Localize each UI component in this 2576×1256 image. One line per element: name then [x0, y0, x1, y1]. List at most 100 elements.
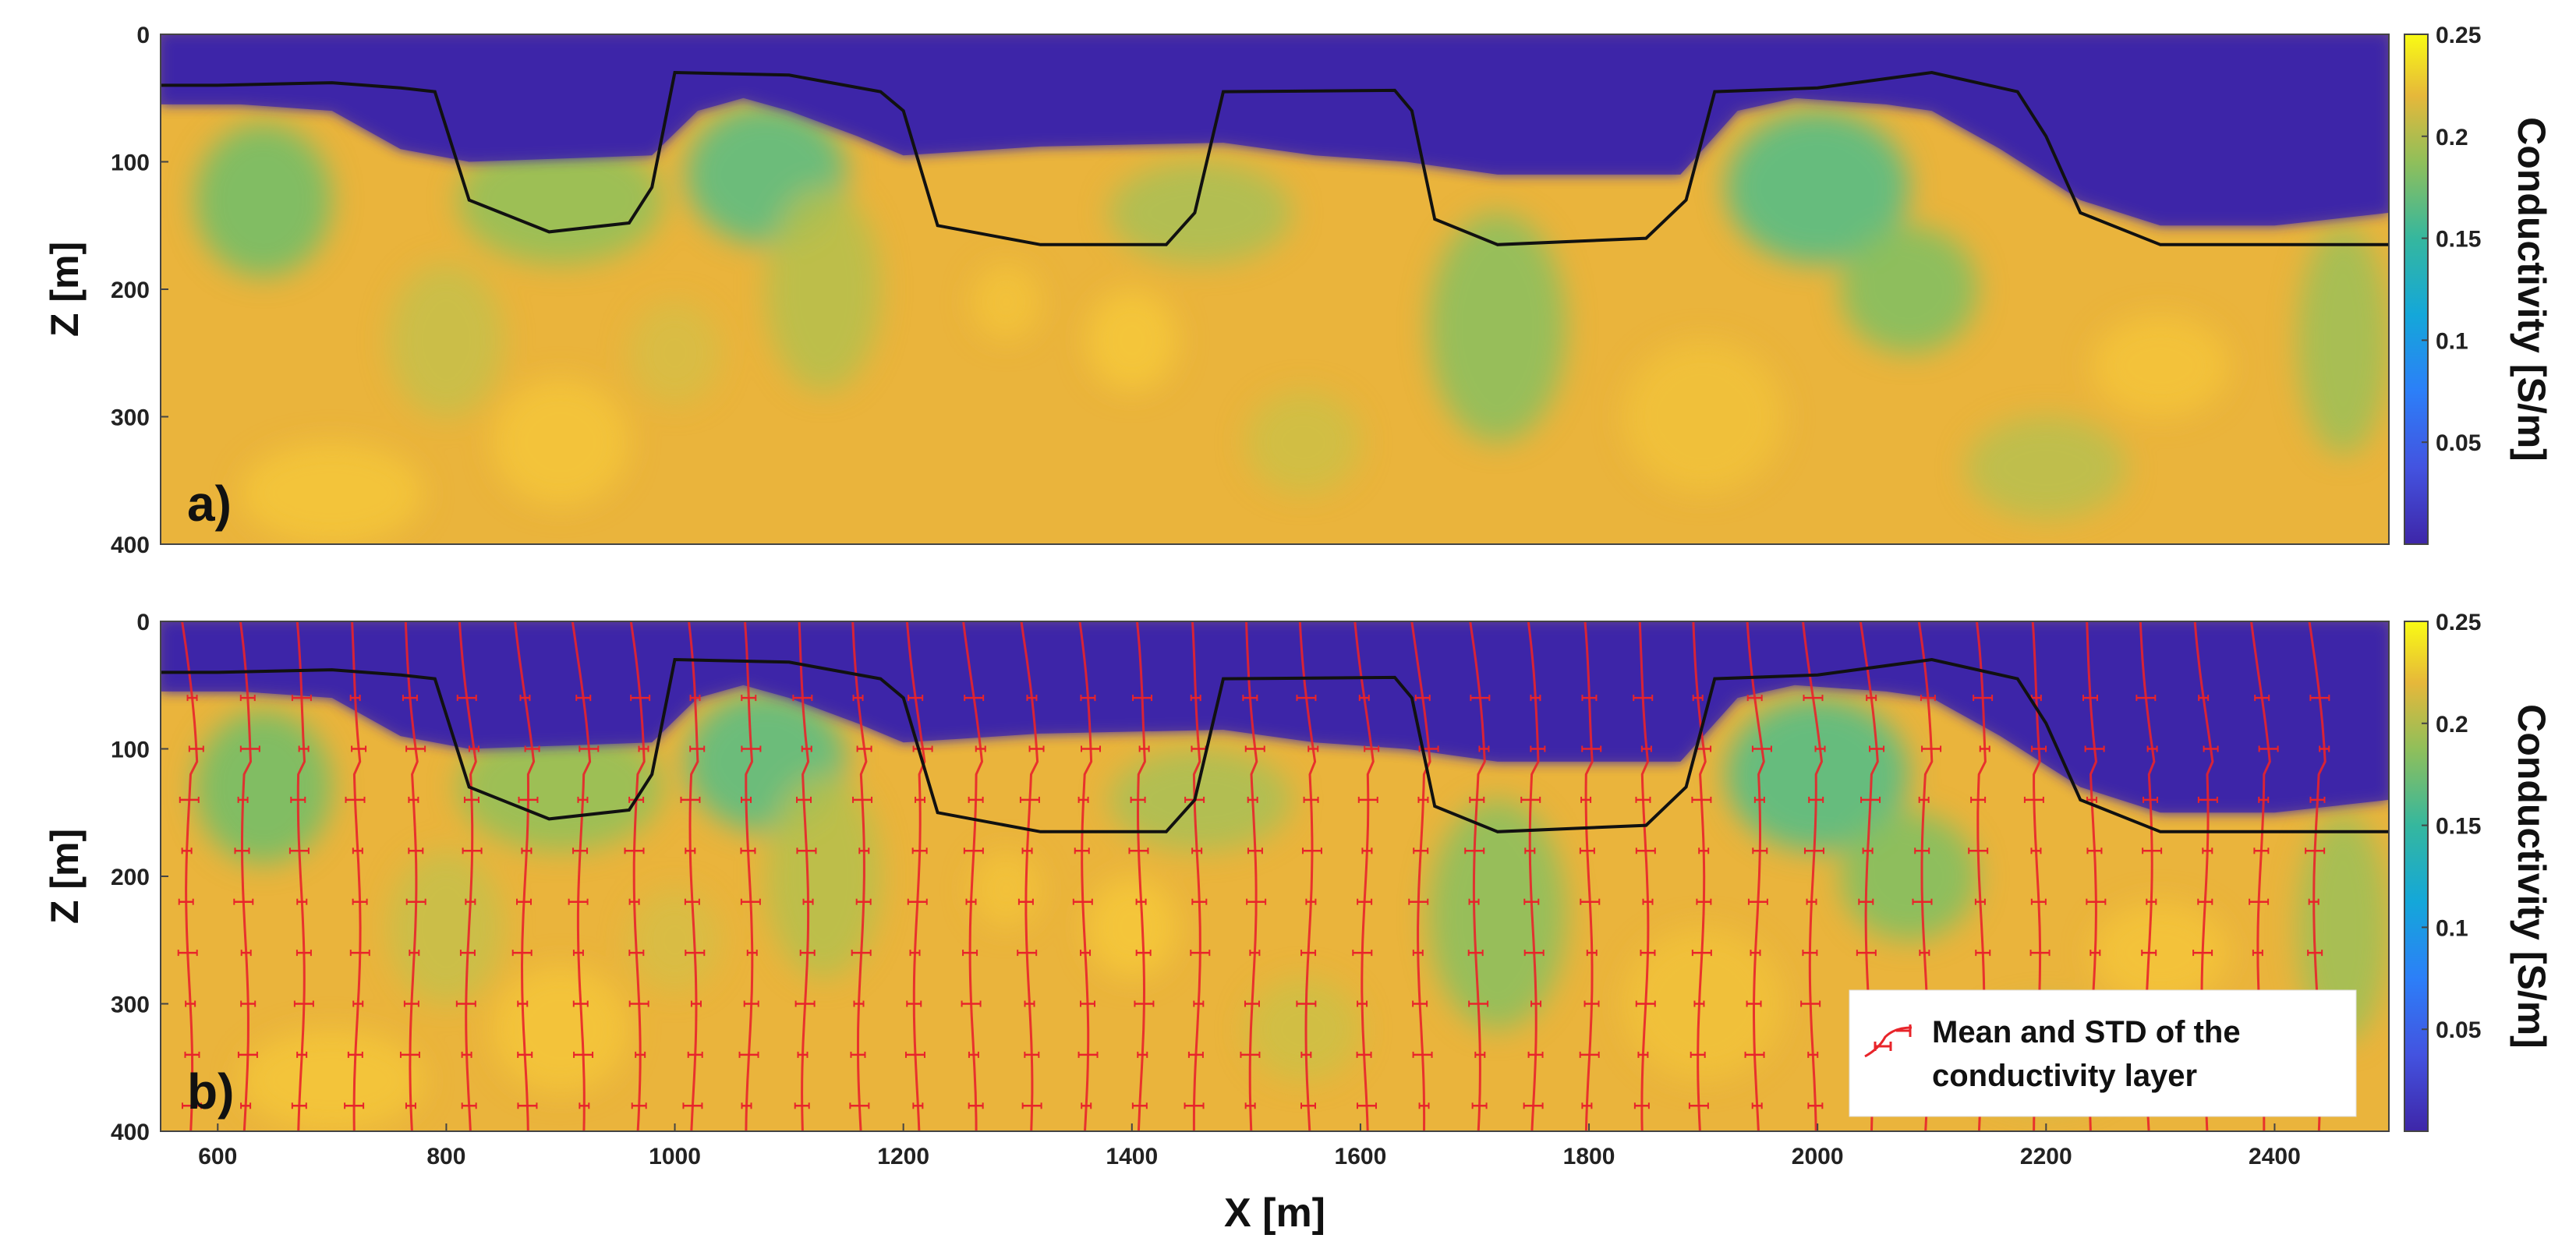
conductivity-blob — [1109, 161, 1292, 264]
x-tick-label: 1800 — [1563, 1144, 1615, 1169]
legend-text-line-2: conductivity layer — [1932, 1059, 2197, 1093]
conductivity-blob — [1966, 416, 2126, 519]
x-tick-label: 2000 — [1792, 1144, 1844, 1169]
profile-line — [177, 621, 204, 1131]
conductivity-blob — [628, 889, 721, 992]
profile-line — [455, 621, 483, 1131]
colorbar-tick-label: 0.05 — [2436, 1017, 2481, 1043]
conductivity-blob — [1725, 698, 1909, 851]
profile-line — [1408, 621, 1439, 1131]
x-axis-label: X [m] — [1224, 1191, 1325, 1236]
profile-line — [1240, 621, 1267, 1131]
panel-b-colorbar-label: Conductivity [S/m] — [2510, 704, 2553, 1049]
panel-a-boundary-line — [161, 70, 2389, 246]
colorbar-tick-label: 0.15 — [2436, 814, 2481, 840]
panel-b-y-axis: 0 100 200 300 400 — [111, 610, 168, 1145]
y-tick-label: 200 — [111, 865, 150, 890]
panel-a: 0 100 200 300 400 Z [m] a) 0.05 0.1 0.15 0.2 0.2… — [43, 23, 2553, 558]
profile-line — [288, 621, 314, 1131]
profile-line — [1017, 621, 1045, 1131]
conductivity-blob — [766, 774, 881, 978]
profile-line — [1800, 621, 1826, 1131]
colorbar-tick-label: 0.25 — [2436, 610, 2481, 635]
panel-a-colorbar-ticks: 0.05 0.1 0.15 0.2 0.25 — [2422, 23, 2481, 456]
y-tick-label: 200 — [111, 278, 150, 303]
y-tick-label: 100 — [111, 738, 150, 763]
profile-line — [680, 621, 706, 1131]
conductivity-blob — [1725, 111, 1909, 264]
panel-b-colorbar — [2404, 621, 2428, 1131]
conductivity-blob — [1840, 812, 1978, 940]
profile-line — [344, 621, 370, 1131]
colorbar-tick-label: 0.25 — [2436, 23, 2481, 48]
conductivity-blob — [1246, 978, 1361, 1081]
conductivity-blob — [1428, 799, 1566, 1030]
x-tick-label: 1400 — [1106, 1144, 1158, 1169]
panel-b-colorbar-ticks: 0.05 0.1 0.15 0.2 0.25 — [2422, 610, 2481, 1043]
conductivity-blob — [1428, 212, 1566, 443]
x-tick-label: 2400 — [2249, 1144, 2301, 1169]
conductivity-blob — [766, 187, 881, 391]
conductivity-blob — [2297, 812, 2389, 1042]
conductivity-blob — [195, 710, 332, 864]
profile-line — [1688, 621, 1712, 1131]
colorbar-tick-label: 0.05 — [2436, 430, 2481, 456]
profile-line — [1744, 621, 1772, 1131]
conductivity-blob — [240, 442, 424, 544]
legend: Mean and STD of the conductivity layer — [1849, 989, 2357, 1117]
conductivity-blob — [492, 378, 629, 506]
profile-line — [1128, 621, 1155, 1131]
conductivity-blob — [195, 123, 332, 277]
conductivity-blob — [971, 264, 1041, 341]
profile-line — [1520, 621, 1546, 1131]
conductivity-blob — [389, 264, 504, 417]
conductivity-blob — [1246, 391, 1361, 494]
panel-a-y-label: Z [m] — [43, 242, 87, 337]
x-tick-label: 1200 — [877, 1144, 929, 1169]
conductivity-blob — [2092, 314, 2229, 417]
panel-b-boundary-line — [161, 657, 2389, 833]
y-tick-label: 100 — [111, 150, 150, 176]
profile-line — [511, 621, 540, 1131]
y-tick-label: 0 — [136, 610, 150, 635]
profile-line — [399, 621, 426, 1131]
legend-profile-icon — [1864, 1024, 1913, 1058]
colorbar-tick-label: 0.15 — [2436, 227, 2481, 253]
legend-text-line-1: Mean and STD of the — [1932, 1015, 2241, 1049]
conductivity-blob — [971, 851, 1041, 928]
profile-line — [1352, 621, 1380, 1131]
conductivity-blob — [389, 851, 504, 1004]
profile-line — [792, 621, 817, 1131]
y-tick-label: 300 — [111, 992, 150, 1018]
conductivity-blob — [1840, 225, 1978, 353]
y-tick-label: 0 — [136, 23, 150, 48]
conductivity-blob — [240, 1029, 424, 1131]
colorbar-tick-label: 0.2 — [2436, 712, 2468, 738]
panel-b-x-axis: 600 800 1000 1200 1400 1600 1800 2000 2200 2400 — [198, 1123, 2301, 1169]
x-tick-label: 1600 — [1335, 1144, 1387, 1169]
conductivity-blob — [458, 723, 663, 851]
panel-a-y-axis: 0 100 200 300 400 — [111, 23, 168, 558]
panel-b-label: b) — [187, 1063, 234, 1120]
panel-b-y-label: Z [m] — [43, 829, 87, 924]
panel-b-profiles — [177, 621, 2330, 1131]
profile-line — [1296, 621, 1322, 1131]
profile-line — [738, 621, 762, 1131]
x-tick-label: 1000 — [649, 1144, 701, 1169]
profile-line — [849, 621, 873, 1131]
panel-a-colorbar-label: Conductivity [S/m] — [2510, 117, 2553, 462]
y-tick-label: 300 — [111, 405, 150, 431]
x-tick-label: 800 — [426, 1144, 465, 1169]
panel-a-field — [161, 34, 2389, 544]
profile-line — [961, 621, 986, 1131]
y-tick-label: 400 — [111, 1120, 150, 1145]
profile-line — [1579, 621, 1602, 1131]
profile-line — [233, 621, 260, 1131]
profile-line — [568, 621, 600, 1131]
x-tick-label: 600 — [198, 1144, 237, 1169]
panel-b: 0 100 200 300 400 600 800 1000 1200 1400 1600 1800… — [43, 610, 2553, 1236]
colorbar-tick-label: 0.1 — [2436, 915, 2468, 941]
conductivity-blob — [628, 302, 721, 405]
conductivity-blob — [458, 136, 663, 264]
